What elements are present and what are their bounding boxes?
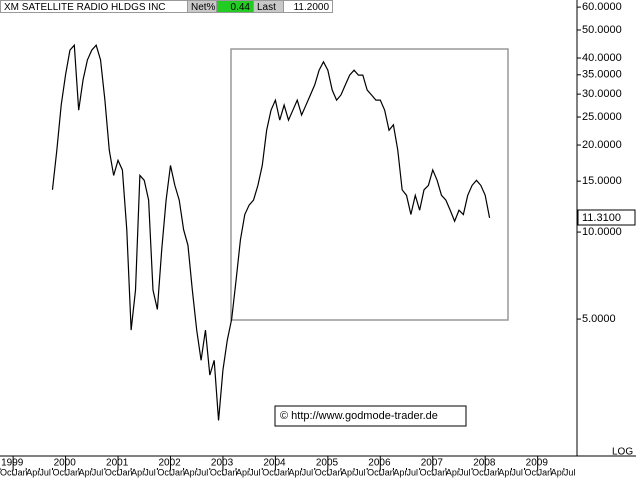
price-label: 11.3100 bbox=[582, 212, 621, 224]
x-minor-tick-label: Oct bbox=[0, 467, 15, 477]
x-minor-tick-label: Jul bbox=[302, 467, 314, 477]
copyright: © http://www.godmode-trader.de bbox=[280, 410, 438, 422]
header-last-value: 11.2000 bbox=[283, 0, 333, 13]
x-minor-tick-label: Apr bbox=[289, 467, 303, 477]
x-tick-label: 2008 bbox=[473, 458, 496, 469]
x-minor-tick-label: Jul bbox=[92, 467, 104, 477]
x-tick-label: 1999 bbox=[1, 458, 24, 469]
x-minor-tick-label: Jan bbox=[485, 467, 500, 477]
x-minor-tick-label: Jan bbox=[223, 467, 238, 477]
x-minor-tick-label: Jul bbox=[249, 467, 261, 477]
y-tick-label: 30.0000 bbox=[582, 88, 622, 100]
header-last-label: Last bbox=[253, 0, 284, 13]
header-title: XM SATELLITE RADIO HLDGS INC bbox=[0, 0, 188, 13]
x-tick-label: 2009 bbox=[526, 458, 549, 469]
x-tick-label: 2007 bbox=[421, 458, 444, 469]
x-minor-tick-label: Jul bbox=[511, 467, 523, 477]
x-tick-label: 2003 bbox=[211, 458, 234, 469]
x-minor-tick-label: Oct bbox=[262, 467, 277, 477]
scale-label: LOG bbox=[612, 447, 633, 458]
x-minor-tick-label: Apr bbox=[341, 467, 355, 477]
price-line bbox=[51, 43, 491, 421]
x-minor-tick-label: Oct bbox=[315, 467, 330, 477]
x-minor-tick-label: Jul bbox=[564, 467, 576, 477]
y-tick-label: 35.0000 bbox=[582, 69, 622, 81]
x-minor-tick-label: Jan bbox=[328, 467, 343, 477]
y-tick-label: 10.0000 bbox=[582, 226, 622, 238]
x-tick-label: 2002 bbox=[158, 458, 181, 469]
x-minor-tick-label: Jul bbox=[354, 467, 366, 477]
x-minor-tick-label: Apr bbox=[131, 467, 145, 477]
y-tick-label: 20.0000 bbox=[582, 139, 622, 151]
x-minor-tick-label: Apr bbox=[446, 467, 460, 477]
header-net-value: 0.44 bbox=[216, 0, 254, 13]
price-box bbox=[577, 209, 636, 226]
x-minor-tick-label: Jan bbox=[118, 467, 133, 477]
x-minor-tick-label: Apr bbox=[236, 467, 250, 477]
x-minor-tick-label: Oct bbox=[472, 467, 487, 477]
header-net-label: Net% bbox=[187, 0, 217, 13]
y-tick-label: 40.0000 bbox=[582, 52, 622, 64]
y-tick-label: 60.0000 bbox=[582, 1, 622, 13]
x-minor-tick-label: Jan bbox=[433, 467, 448, 477]
x-minor-tick-label: Apr bbox=[79, 467, 93, 477]
x-minor-tick-label: Oct bbox=[157, 467, 172, 477]
x-tick-label: 2004 bbox=[263, 458, 286, 469]
x-minor-tick-label: Jul bbox=[459, 467, 471, 477]
y-tick-label: 25.0000 bbox=[582, 111, 622, 123]
x-tick-label: 2006 bbox=[368, 458, 391, 469]
y-tick-label: 15.0000 bbox=[582, 175, 622, 187]
x-minor-tick-label: Oct bbox=[367, 467, 382, 477]
x-minor-tick-label: Oct bbox=[420, 467, 435, 477]
x-minor-tick-label: Apr bbox=[393, 467, 407, 477]
x-minor-tick-label: Apr bbox=[551, 467, 565, 477]
x-minor-tick-label: Oct bbox=[52, 467, 67, 477]
x-minor-tick-label: Jan bbox=[170, 467, 185, 477]
x-tick-label: 2001 bbox=[106, 458, 129, 469]
copyright-box bbox=[274, 405, 467, 427]
x-minor-tick-label: Jan bbox=[538, 467, 553, 477]
x-minor-tick-label: Jul bbox=[39, 467, 51, 477]
x-minor-tick-label: Jul bbox=[407, 467, 419, 477]
x-minor-tick-label: Jul bbox=[197, 467, 209, 477]
x-minor-tick-label: Apr bbox=[26, 467, 40, 477]
x-minor-tick-label: Oct bbox=[525, 467, 540, 477]
x-minor-tick-label: Apr bbox=[498, 467, 512, 477]
x-minor-tick-label: Oct bbox=[210, 467, 225, 477]
x-minor-tick-label: Oct bbox=[105, 467, 120, 477]
x-minor-tick-label: Jan bbox=[66, 467, 81, 477]
x-minor-tick-label: Jul bbox=[144, 467, 156, 477]
x-tick-label: 2005 bbox=[316, 458, 339, 469]
x-minor-tick-label: Jan bbox=[275, 467, 290, 477]
y-tick-label: 50.0000 bbox=[582, 24, 622, 36]
x-tick-label: 2000 bbox=[54, 458, 77, 469]
y-tick-label: 5.0000 bbox=[582, 313, 616, 325]
x-minor-tick-label: Apr bbox=[184, 467, 198, 477]
x-minor-tick-label: Jan bbox=[13, 467, 28, 477]
highlight-box bbox=[230, 48, 509, 321]
x-minor-tick-label: Jan bbox=[380, 467, 395, 477]
